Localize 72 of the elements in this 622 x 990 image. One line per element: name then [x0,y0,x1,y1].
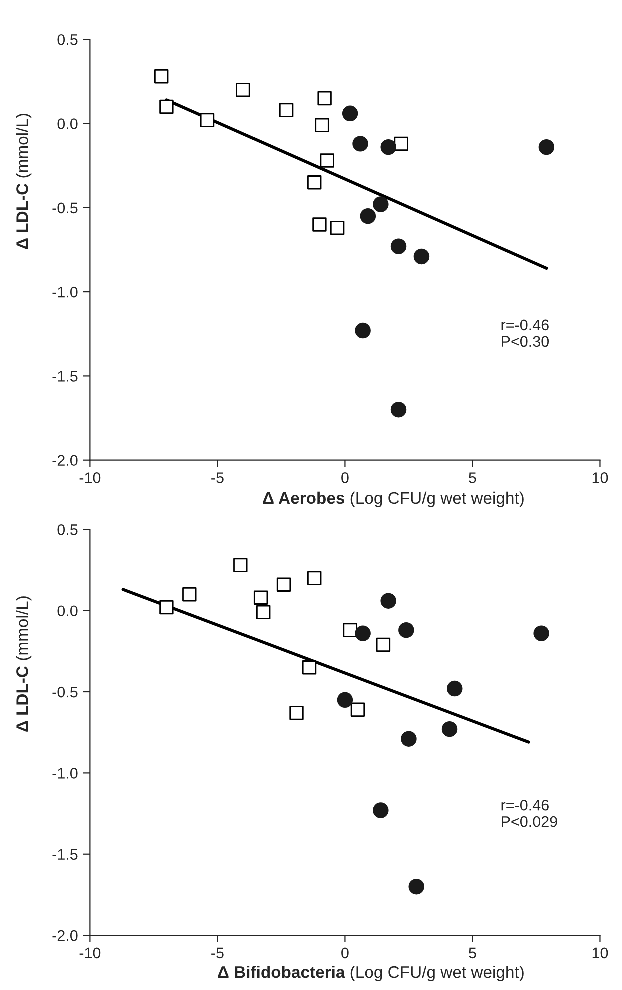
y-tick-label: -1.0 [52,286,78,298]
point [308,176,322,190]
y-tick-label: -0.5 [52,202,78,214]
point [236,82,250,98]
x-tick-label: -5 [212,472,224,484]
point [337,692,354,708]
point [342,106,358,122]
y-tick-label: 0.0 [58,606,78,617]
y-tick-label: 0.5 [58,34,78,46]
point [355,626,371,642]
point [350,702,366,717]
x-tick-label: 0 [342,948,349,959]
annotation: r=-0.46 P<0.029 [502,800,558,828]
point [442,721,458,738]
point [160,100,174,114]
point [408,878,424,895]
point [276,578,292,592]
point [318,91,332,106]
point [398,622,414,638]
point [447,680,463,697]
y-tick-label: 0.0 [58,118,78,130]
x-tick-label: -10 [80,472,101,484]
point [373,196,389,212]
point [182,587,197,602]
point [343,623,358,638]
point [414,248,430,265]
x-tick-label: 10 [592,948,608,959]
point [302,660,317,675]
x-tick-label: 5 [469,472,476,484]
y-tick-label: -1.0 [52,768,78,779]
point [380,593,396,609]
point [394,136,408,152]
point [254,590,268,605]
x-axis-title: Δ Bifidobacteria (Log CFU/g wet weight) [218,966,524,982]
point [312,218,327,232]
y-axis-title: Δ LDL-C (mmol/L) [16,596,32,732]
point [308,571,322,586]
point [290,706,304,720]
point [160,600,174,615]
point [380,139,396,156]
point [534,626,550,642]
point [373,802,389,818]
y-tick-label: -1.5 [52,849,78,860]
y-tick-label: -2.0 [52,930,78,942]
x-tick-label: 5 [469,948,476,959]
annotation: r=-0.46 P<0.30 [502,320,550,348]
point [315,118,330,133]
x-tick-label: 0 [342,472,349,484]
point [376,638,391,652]
point [355,322,371,339]
point [200,113,215,128]
y-tick-label: 0.5 [58,524,78,536]
x-tick-label: -10 [80,948,101,959]
point [360,208,376,224]
y-tick-label: -0.5 [52,686,78,698]
point [154,70,169,84]
point [330,221,345,236]
y-tick-label: -1.5 [52,371,78,382]
point [320,154,334,168]
point [234,558,248,572]
point [401,731,417,747]
point [256,605,271,620]
y-axis-title: Δ LDL-C (mmol/L) [16,114,32,250]
point [279,103,294,118]
point [390,402,407,418]
x-tick-label: -5 [212,948,224,959]
y-tick-label: -2.0 [52,455,78,466]
x-axis-title: Δ Aerobes (Log CFU/g wet weight) [263,492,524,508]
point [390,238,407,254]
x-tick-label: 10 [592,472,608,484]
point [352,136,368,152]
point [538,139,555,156]
